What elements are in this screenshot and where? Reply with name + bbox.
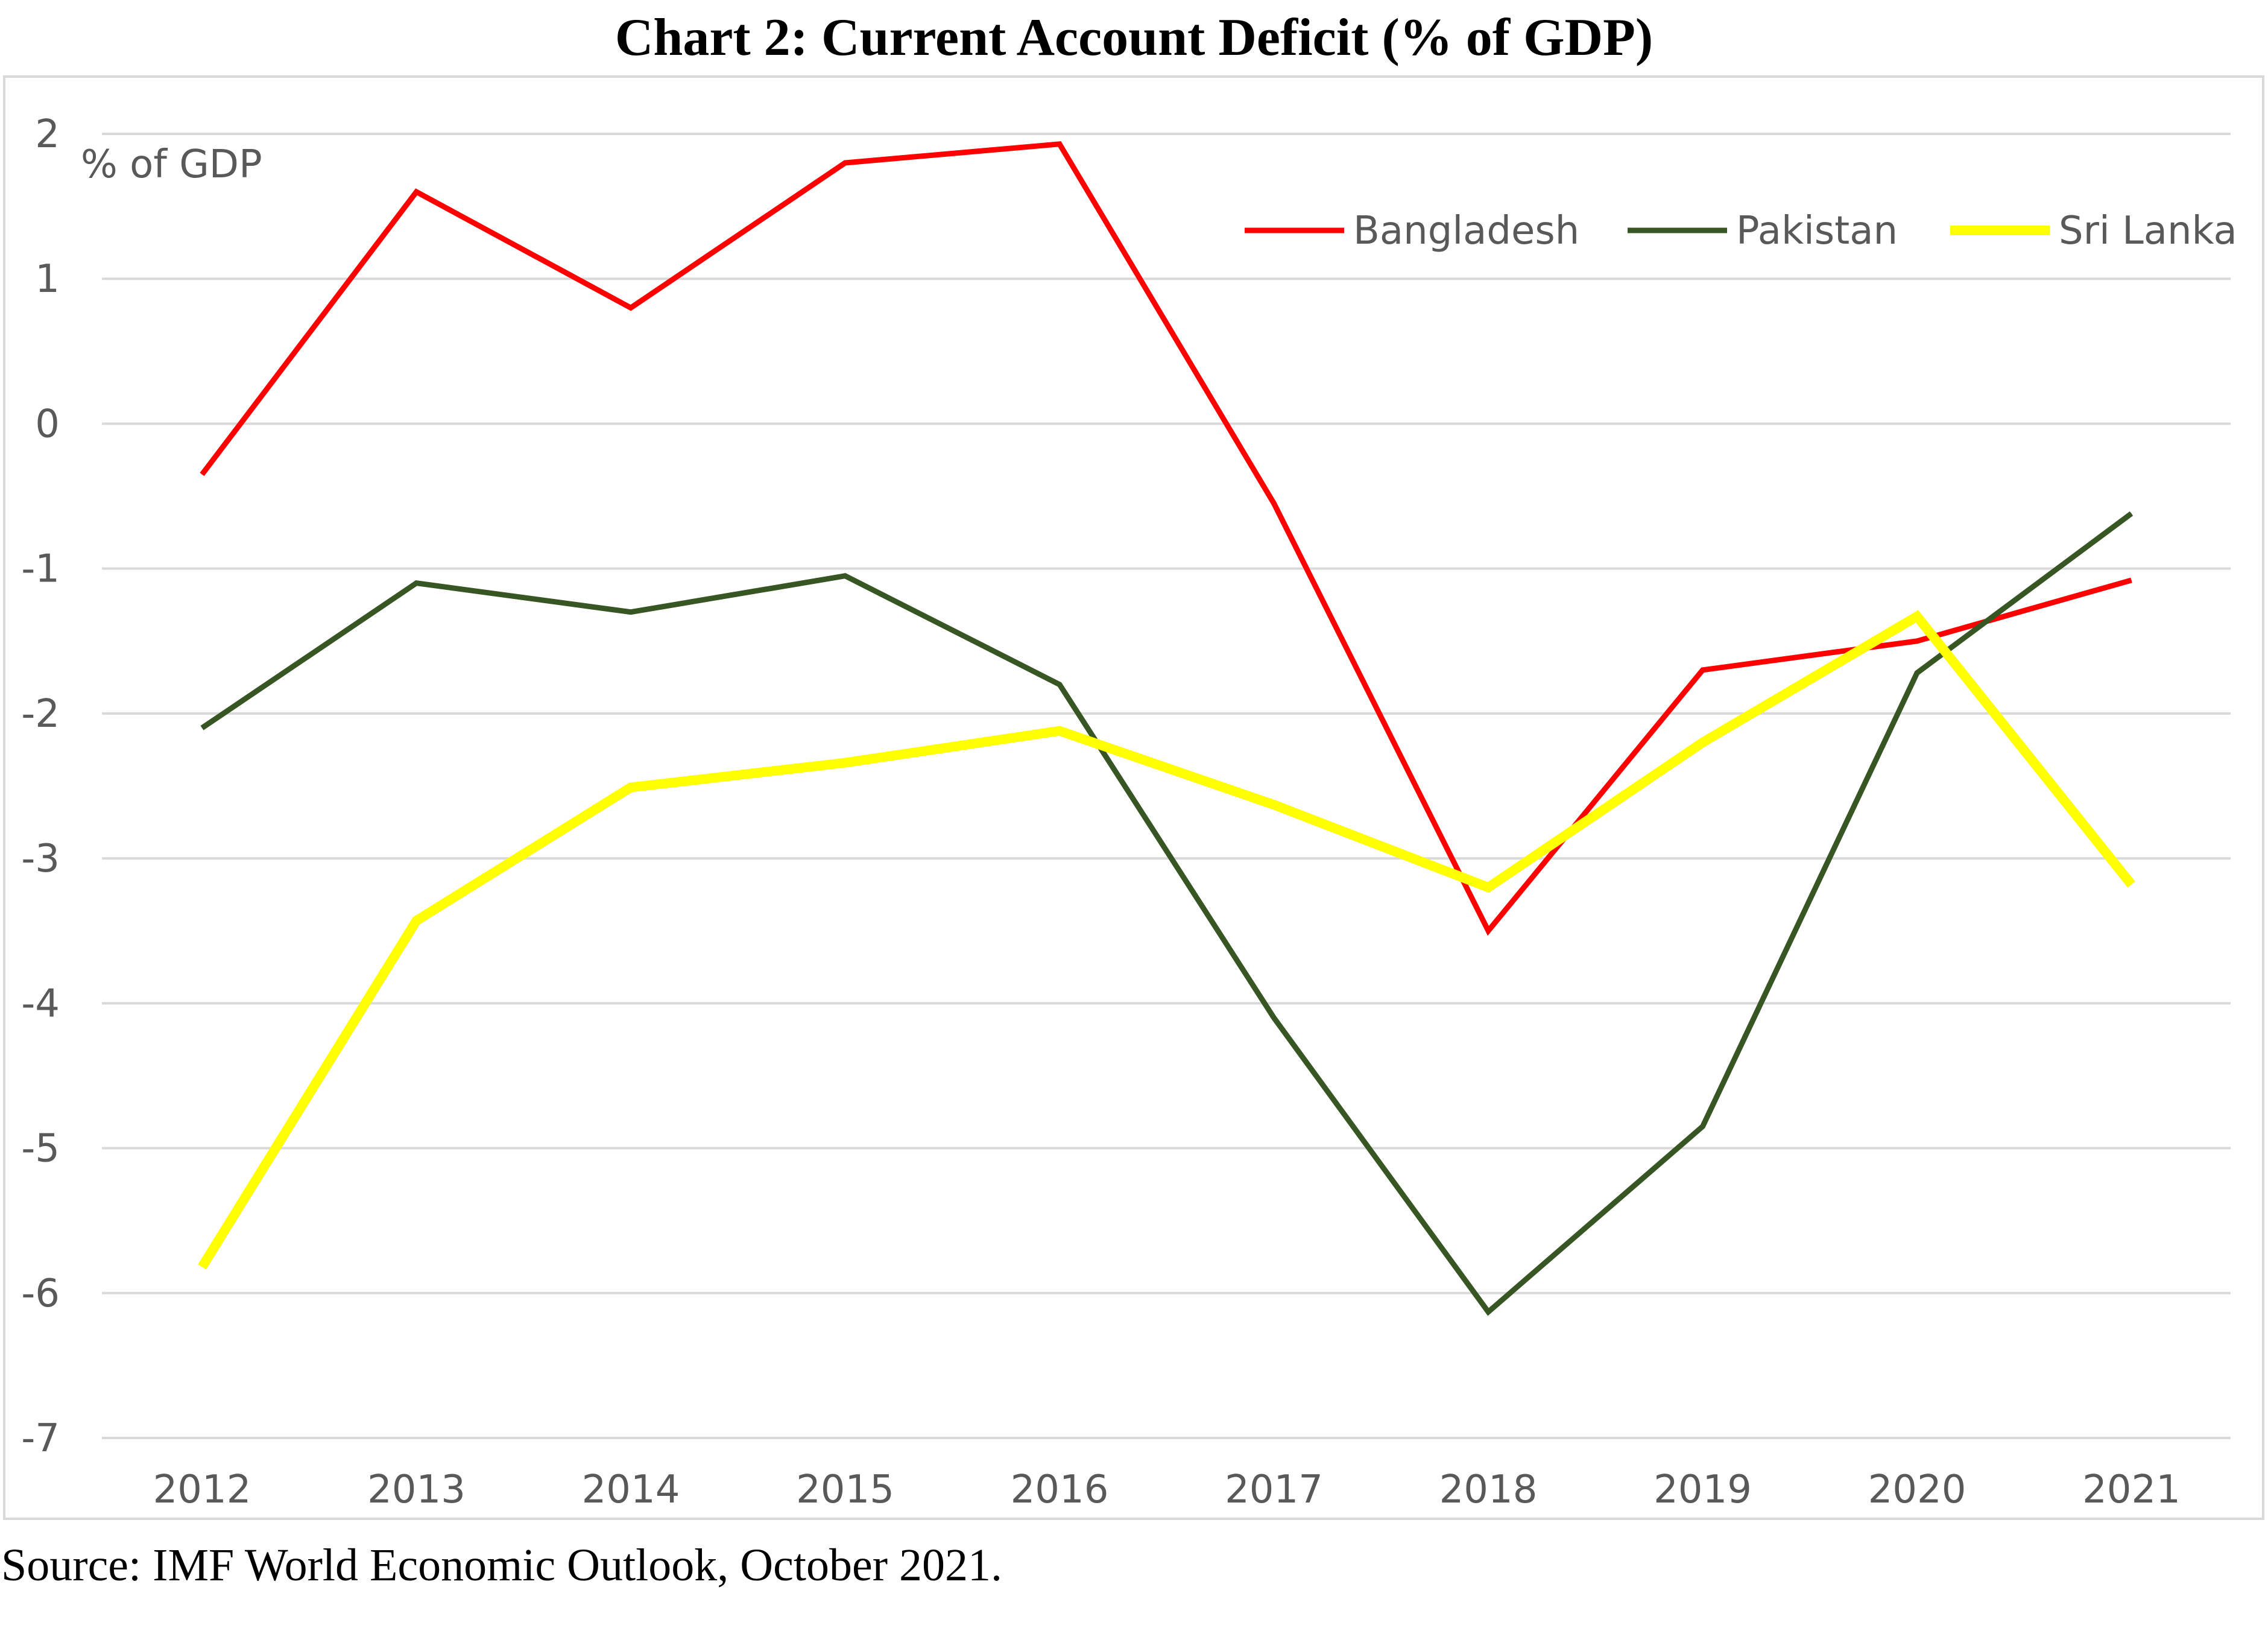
y-tick-label: -2	[21, 692, 60, 736]
data-point-sri-lanka	[1488, 887, 1489, 888]
data-point-pakistan	[1702, 1126, 1703, 1127]
y-axis-unit-label: % of GDP	[81, 142, 262, 187]
x-tick-label: 2013	[367, 1468, 466, 1512]
source-note: Source: IMF World Economic Outlook, Octo…	[1, 1540, 1003, 1591]
data-point-sri-lanka	[1702, 742, 1703, 743]
x-axis-tick-labels: 2012 2013 2014 2015 2016 2017 2018 2019 2020 2021	[153, 1468, 2181, 1512]
x-tick-label: 2019	[1654, 1468, 1752, 1512]
data-series	[198, 141, 2135, 1316]
line-chart: 210-1-2-3-4-5-6-7 2012 2013 2014 2015 2016 20…	[21, 112, 2237, 1512]
data-point-bangladesh	[201, 474, 203, 475]
data-point-pakistan	[2131, 513, 2132, 514]
series-line-pakistan	[200, 511, 2134, 1316]
data-point-pakistan	[201, 727, 203, 729]
x-tick-label: 2020	[1868, 1468, 1966, 1512]
x-tick-label: 2017	[1225, 1468, 1323, 1512]
legend-label-bangladesh: Bangladesh	[1353, 209, 1579, 253]
series-line-bangladesh	[200, 141, 2132, 936]
legend-label-pakistan: Pakistan	[1736, 209, 1898, 253]
legend-label-sri-lanka: Sri Lanka	[2059, 209, 2237, 253]
x-tick-label: 2015	[796, 1468, 894, 1512]
x-tick-label: 2014	[582, 1468, 680, 1512]
gridlines	[102, 133, 2231, 1439]
y-tick-label: 1	[35, 257, 60, 302]
y-tick-label: -5	[21, 1127, 60, 1171]
legend: Bangladesh Pakistan Sri Lanka	[1245, 209, 2237, 253]
y-tick-label: -1	[21, 547, 60, 592]
x-tick-label: 2018	[1439, 1468, 1538, 1512]
data-point-pakistan	[1488, 1311, 1489, 1313]
x-tick-label: 2016	[1011, 1468, 1109, 1512]
y-tick-label: -6	[21, 1271, 60, 1316]
y-tick-label: 2	[35, 112, 60, 157]
y-tick-label: -4	[21, 981, 60, 1026]
data-point-sri-lanka	[2131, 884, 2132, 885]
y-tick-label: -3	[21, 837, 60, 881]
data-point-sri-lanka	[416, 920, 417, 921]
chart-title: Chart 2: Current Account Deficit (% of G…	[614, 8, 1654, 67]
series-line-sri-lanka	[198, 610, 2135, 1270]
x-tick-label: 2021	[2082, 1468, 2181, 1512]
y-axis-tick-labels: 2 1 0 -1 -2 -3 -4 -5 -6 -7	[21, 112, 60, 1461]
x-tick-label: 2012	[153, 1468, 251, 1512]
y-tick-label: 0	[35, 402, 60, 446]
chart-area: 2 1 0 -1 -2 -3 -4 -5 -6 -7 2012 2013 2014 2015 2016 20…	[3, 75, 2264, 1520]
y-tick-label: -7	[21, 1416, 60, 1461]
